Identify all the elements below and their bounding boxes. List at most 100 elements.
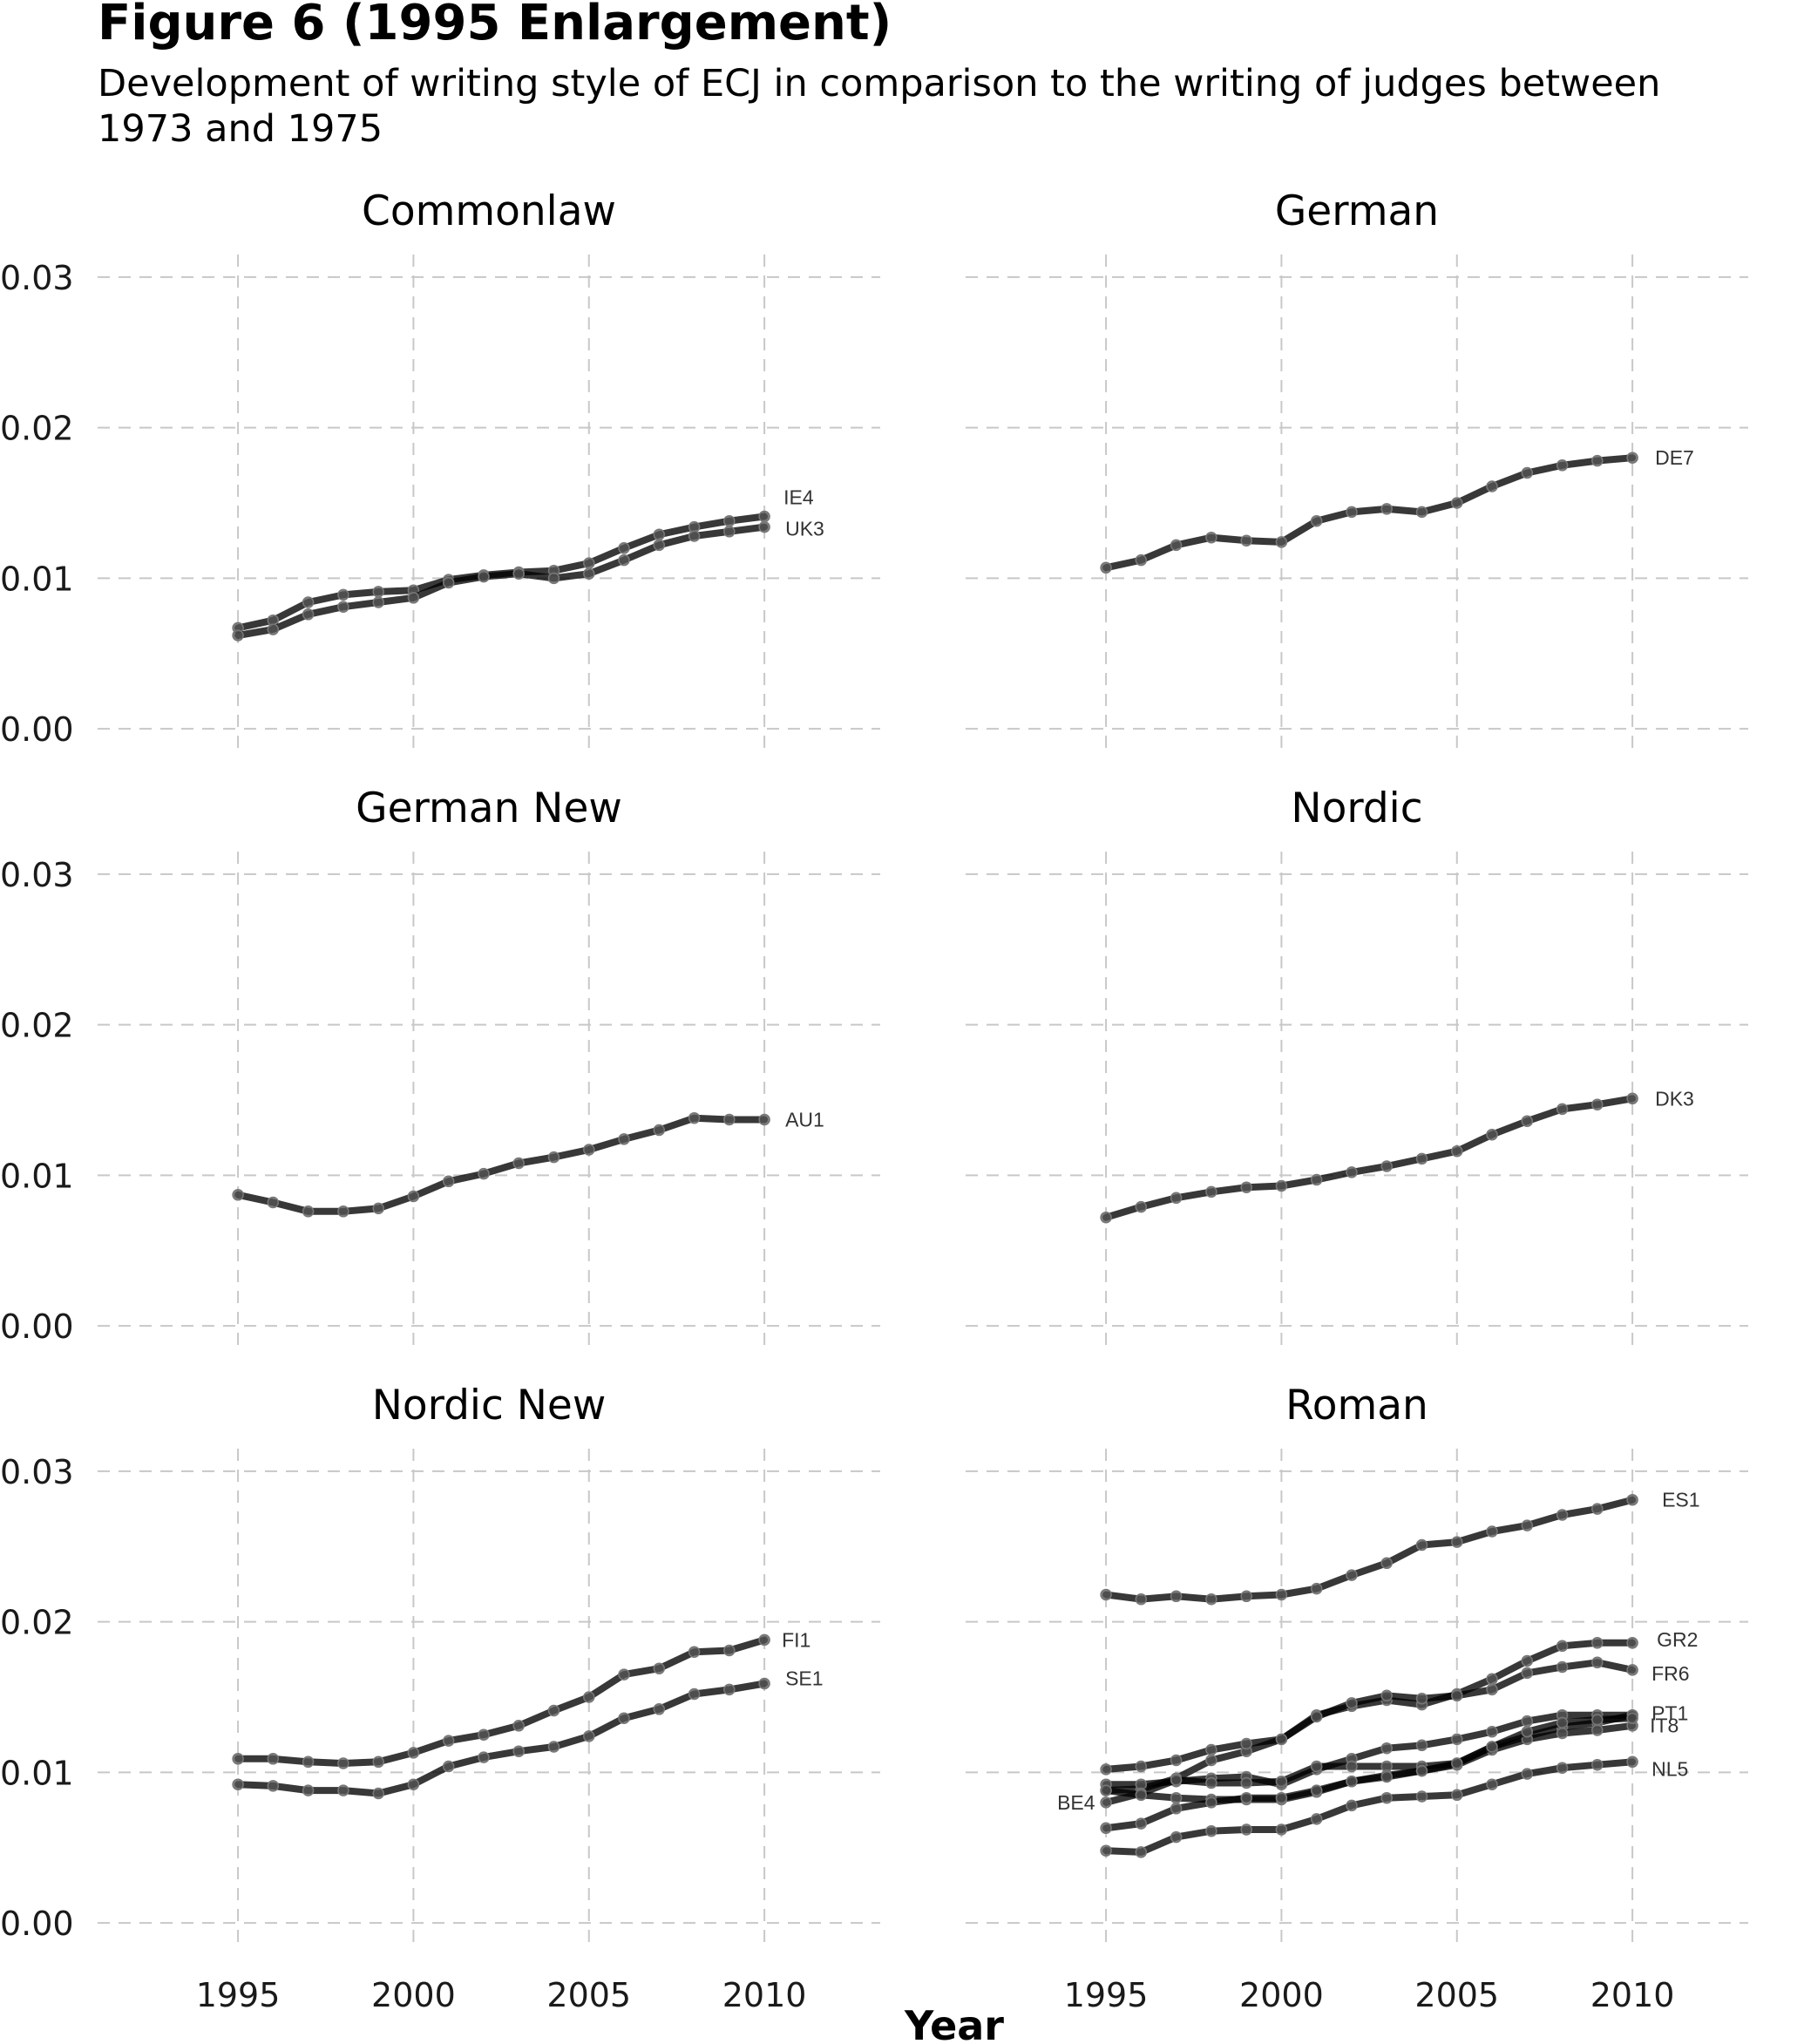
- data-point: [1415, 1790, 1428, 1803]
- data-point: [1310, 1173, 1323, 1186]
- y-tick-label: 0.03: [0, 259, 74, 297]
- data-point: [1170, 539, 1183, 552]
- data-point: [1556, 459, 1569, 472]
- data-point: [1380, 1160, 1393, 1172]
- data-point: [1415, 506, 1428, 519]
- data-point: [1591, 1637, 1604, 1649]
- data-point: [1626, 1092, 1638, 1105]
- data-point: [1415, 1152, 1428, 1165]
- data-point: [407, 1747, 420, 1759]
- data-point: [442, 576, 455, 589]
- data-point: [1240, 1590, 1252, 1603]
- data-point: [547, 1704, 560, 1717]
- data-point: [1310, 1784, 1323, 1796]
- data-point: [1591, 1758, 1604, 1771]
- data-point: [653, 1703, 666, 1715]
- data-point: [1170, 1754, 1183, 1767]
- data-point: [1486, 1525, 1498, 1538]
- data-point: [618, 553, 630, 567]
- x-tick-label: 2000: [371, 1976, 456, 2014]
- data-point: [407, 1190, 420, 1203]
- data-point: [1135, 1817, 1148, 1830]
- y-tick-label: 0.01: [0, 1157, 74, 1195]
- data-point: [1380, 1742, 1393, 1755]
- data-point: [1415, 1692, 1428, 1705]
- data-point: [1275, 1179, 1288, 1192]
- series-line: [234, 523, 769, 639]
- data-point: [302, 1205, 315, 1218]
- data-point: [1170, 1192, 1183, 1205]
- data-point: [1205, 1185, 1217, 1199]
- data-point: [302, 1755, 315, 1769]
- data-point: [1100, 1588, 1112, 1601]
- data-point: [1240, 1181, 1252, 1193]
- data-point: [1240, 1823, 1252, 1836]
- data-point: [1626, 1712, 1638, 1724]
- data-point: [583, 1144, 595, 1156]
- data-point: [688, 530, 701, 542]
- data-point: [267, 623, 280, 635]
- data-point: [372, 596, 384, 608]
- data-point: [232, 1189, 244, 1201]
- data-point: [653, 1124, 666, 1137]
- series-label: PT1: [1651, 1702, 1688, 1725]
- data-point: [1626, 1664, 1638, 1676]
- series-line: [234, 1680, 769, 1797]
- data-point: [1380, 1791, 1393, 1804]
- data-point: [583, 567, 595, 580]
- data-point: [1205, 1824, 1217, 1837]
- data-point: [1205, 1754, 1217, 1767]
- data-point: [302, 608, 315, 621]
- data-point: [1626, 1755, 1638, 1769]
- data-point: [1591, 1714, 1604, 1726]
- data-point: [372, 1755, 384, 1769]
- data-point: [1415, 1739, 1428, 1752]
- data-point: [372, 1787, 384, 1800]
- series-label: IE4: [783, 486, 814, 509]
- data-point: [1451, 1789, 1463, 1802]
- data-point: [1346, 1799, 1358, 1812]
- data-point: [372, 586, 384, 598]
- data-point: [1310, 1710, 1323, 1723]
- data-point: [1310, 1582, 1323, 1595]
- data-point: [1135, 1760, 1148, 1773]
- data-point: [1521, 466, 1534, 479]
- series-line: [234, 1114, 769, 1215]
- series-line: [1102, 454, 1637, 572]
- x-tick-label: 2005: [1414, 1976, 1499, 2014]
- data-point: [478, 570, 490, 583]
- x-tick-label: 1995: [196, 1976, 281, 2014]
- data-point: [1346, 1166, 1358, 1178]
- data-point: [618, 542, 630, 554]
- data-point: [1415, 1764, 1428, 1777]
- data-point: [1100, 1784, 1112, 1796]
- data-point: [618, 1133, 630, 1145]
- series-line: [1102, 1095, 1637, 1221]
- data-point: [1346, 1775, 1358, 1788]
- x-tick-label: 2010: [1590, 1976, 1675, 2014]
- y-tick-label: 0.00: [0, 710, 74, 749]
- data-point: [1521, 1725, 1534, 1738]
- data-point: [442, 1760, 455, 1773]
- x-tick-label: 2005: [546, 1976, 631, 2014]
- data-point: [583, 1730, 595, 1742]
- data-point: [1556, 1660, 1569, 1674]
- data-point: [723, 1644, 736, 1657]
- data-point: [512, 1720, 525, 1732]
- data-point: [267, 1780, 280, 1792]
- data-point: [512, 567, 525, 580]
- data-point: [1100, 1796, 1112, 1809]
- data-point: [1380, 1557, 1393, 1570]
- data-point: [1170, 1803, 1183, 1815]
- series-line: [1102, 1711, 1637, 1806]
- data-point: [1591, 1656, 1604, 1669]
- data-point: [1486, 1778, 1498, 1790]
- data-point: [758, 1113, 770, 1126]
- data-point: [1591, 1724, 1604, 1736]
- panel-nordic-new: 0.00 0.01 0.02 0.03 1995 2000 2005 2010 Nordic N…: [0, 1382, 880, 2014]
- series-label: BE4: [1057, 1791, 1095, 1814]
- series-line: [1102, 1496, 1637, 1603]
- data-point: [1275, 536, 1288, 548]
- data-point: [1170, 1791, 1183, 1804]
